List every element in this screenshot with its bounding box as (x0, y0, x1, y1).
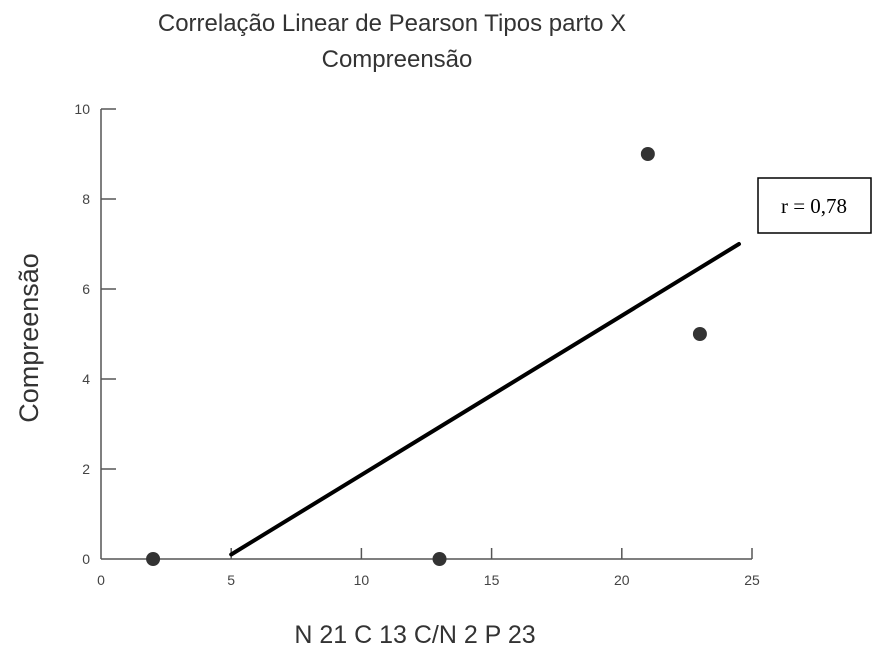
y-tick-label: 6 (82, 281, 90, 297)
y-tick-label: 8 (82, 191, 90, 207)
y-tick-label: 10 (74, 101, 90, 117)
chart-title: Correlação Linear de Pearson Tipos parto… (158, 10, 626, 73)
x-tick-label: 0 (97, 572, 105, 588)
x-axis-title: N 21 C 13 C/N 2 P 23 (294, 621, 535, 647)
annotation-box (757, 177, 872, 234)
x-tick-label: 5 (227, 572, 235, 588)
chart-title-line-2: Compreensão (322, 46, 473, 73)
chart-title-line-1: Correlação Linear de Pearson Tipos parto… (158, 10, 626, 37)
axes (100, 109, 752, 560)
data-point (692, 327, 707, 341)
data-point (432, 552, 447, 566)
data-point (146, 552, 161, 566)
y-tick-label: 4 (82, 371, 90, 387)
x-tick-label: 10 (354, 572, 370, 588)
x-tick-label: 15 (484, 572, 500, 588)
y-tick-label: 0 (82, 551, 90, 567)
y-tick-label: 2 (82, 461, 90, 477)
trendline-group (229, 242, 741, 557)
data-point (640, 147, 655, 161)
x-ticks: 0 5 10 15 20 25 (97, 548, 760, 588)
x-tick-label: 25 (744, 572, 760, 588)
data-points (146, 147, 707, 566)
y-ticks: 0 2 4 6 8 10 (74, 101, 116, 567)
trendline (229, 242, 741, 557)
correlation-coefficient-label: r = 0,78 (781, 194, 847, 218)
correlation-annotation: r = 0,78 (757, 177, 872, 234)
y-axis-title: Compreensão (14, 253, 44, 423)
x-tick-label: 20 (614, 572, 630, 588)
